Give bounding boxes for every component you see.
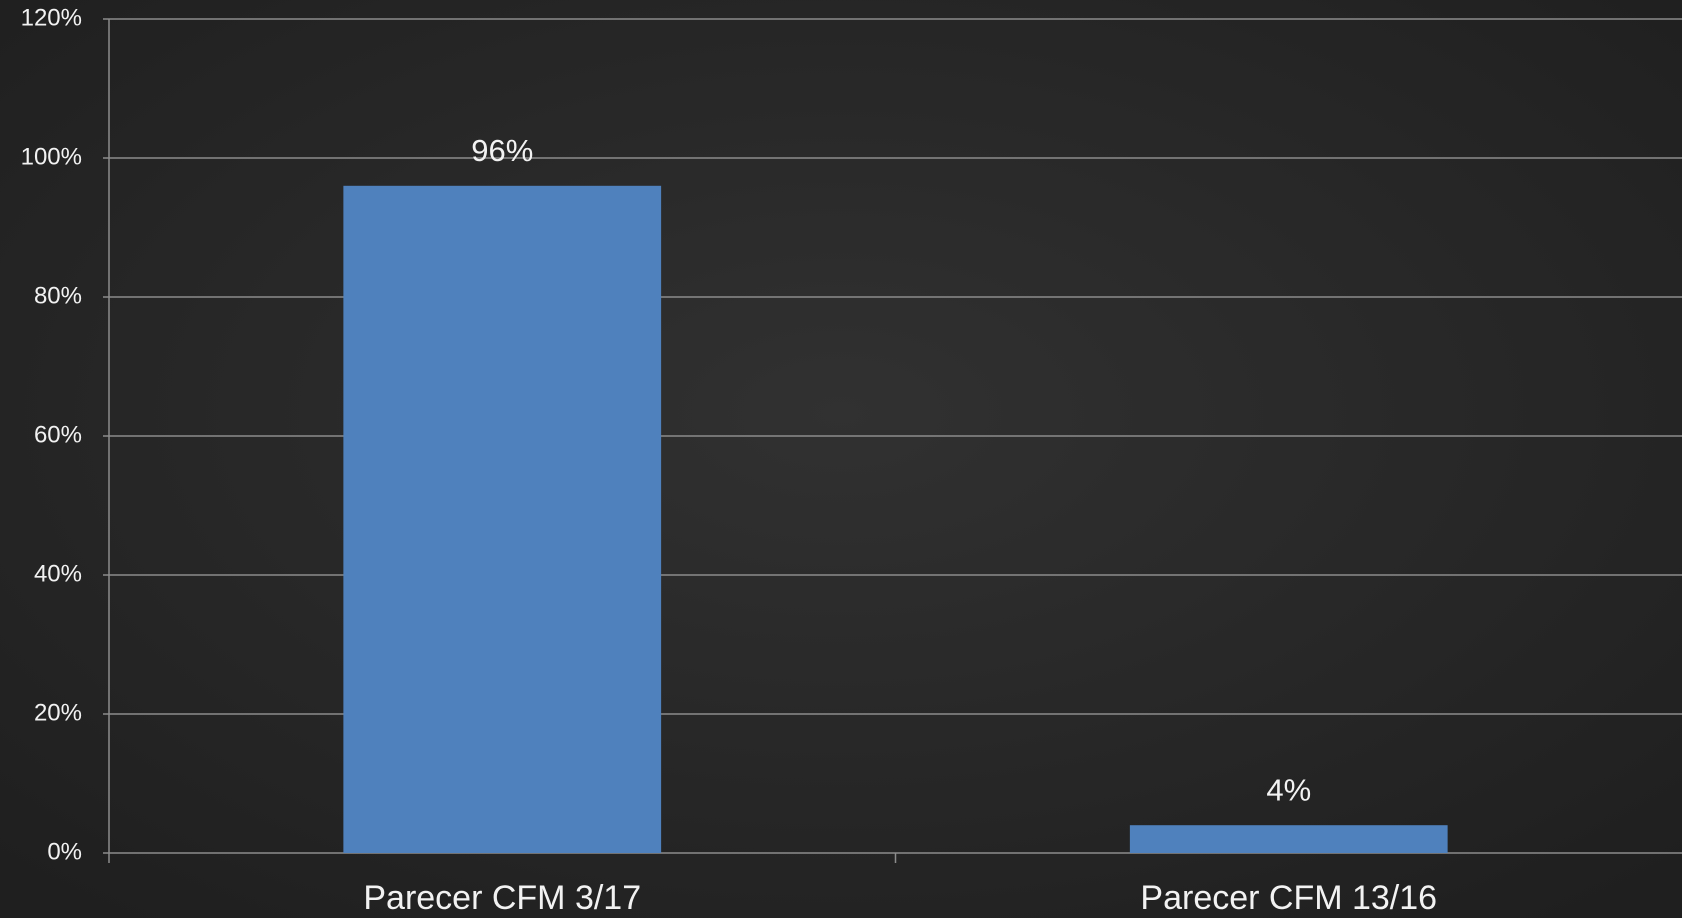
y-tick-label: 100%	[21, 143, 82, 170]
y-tick-label: 40%	[34, 560, 82, 587]
bar	[343, 185, 662, 854]
y-tick-label: 20%	[34, 699, 82, 726]
data-label: 96%	[471, 133, 533, 168]
x-tick-label: Parecer CFM 13/16	[1140, 879, 1437, 917]
x-tick-label: Parecer CFM 3/17	[363, 879, 641, 917]
y-tick-label: 80%	[34, 282, 82, 309]
data-label: 4%	[1266, 772, 1311, 807]
bar	[1129, 825, 1448, 853]
y-tick-label: 60%	[34, 421, 82, 448]
y-tick-label: 0%	[47, 838, 82, 865]
y-tick-label: 120%	[21, 4, 82, 31]
